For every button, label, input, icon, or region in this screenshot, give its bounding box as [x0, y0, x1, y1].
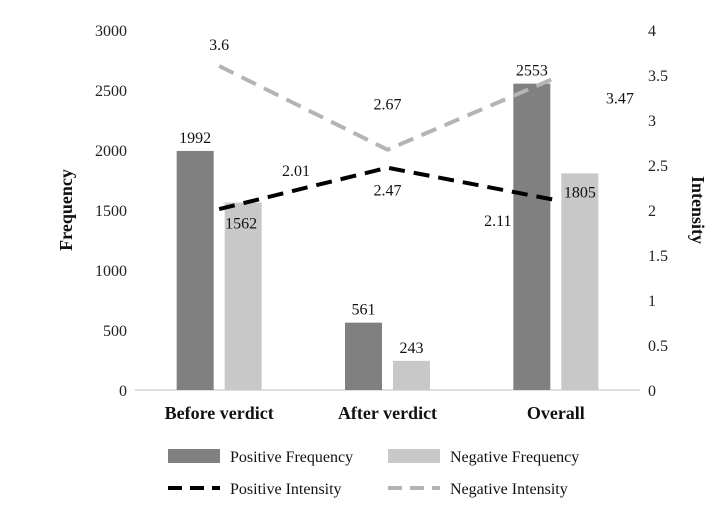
legend-label: Negative Intensity: [450, 481, 568, 498]
right-tick-label: 0: [648, 383, 656, 400]
line-data-label: 3.6: [209, 37, 229, 54]
left-tick-label: 2500: [95, 83, 127, 100]
series-line: [218, 165, 557, 212]
bar: [345, 322, 382, 390]
right-tick-label: 4: [648, 23, 656, 40]
bar-data-label: 1992: [179, 130, 211, 147]
series-line: [218, 64, 557, 152]
legend: Positive Frequency Negative Frequency Posi…: [168, 449, 579, 498]
bar: [224, 202, 262, 390]
legend-label: Positive Intensity: [230, 481, 342, 498]
right-tick-label: 3: [648, 113, 656, 130]
category-label: After verdict: [338, 403, 437, 423]
category-label: Before verdict: [165, 403, 274, 423]
left-tick-label: 500: [103, 323, 127, 340]
line-data-label: 2.01: [282, 163, 310, 180]
right-axis-ticks: 0 0.5 1 1.5 2 2.5 3 3.5 4: [648, 23, 668, 400]
bar: [176, 150, 214, 390]
left-axis-title: Frequency: [56, 169, 76, 251]
right-tick-label: 2.5: [648, 158, 668, 175]
right-tick-label: 2: [648, 203, 656, 220]
category-labels: Before verdict After verdict Overall: [165, 403, 585, 423]
right-tick-label: 3.5: [648, 68, 668, 85]
line-data-label: 3.47: [606, 91, 634, 108]
left-axis-ticks: 0 500 1000 1500 2000 2500 3000: [95, 23, 127, 400]
bar-data-label: 1562: [225, 216, 257, 233]
legend-swatch: [168, 449, 220, 463]
left-tick-label: 1500: [95, 203, 127, 220]
legend-label: Negative Frequency: [450, 449, 579, 466]
bar: [561, 173, 599, 390]
left-tick-label: 0: [119, 383, 127, 400]
line-data-label: 2.47: [374, 183, 402, 200]
left-tick-label: 1000: [95, 263, 127, 280]
bar-data-label: 1805: [564, 184, 596, 201]
legend-swatch: [388, 449, 440, 463]
left-tick-label: 2000: [95, 143, 127, 160]
bars-group: [176, 83, 599, 390]
right-tick-label: 1: [648, 293, 656, 310]
right-tick-label: 0.5: [648, 338, 668, 355]
bar: [393, 360, 430, 390]
bar-data-label: 561: [352, 302, 376, 319]
legend-label: Positive Frequency: [230, 449, 353, 466]
lines-group: [218, 64, 557, 212]
bar-data-label: 243: [400, 340, 424, 357]
bar-data-label: 2553: [516, 63, 548, 80]
category-label: Overall: [527, 403, 585, 423]
bar: [513, 83, 551, 390]
right-tick-label: 1.5: [648, 248, 668, 265]
left-tick-label: 3000: [95, 23, 127, 40]
right-axis-title: Intensity: [688, 176, 708, 244]
data-labels-group: 1992 561 2553 1562 243 1805 2.01 2.47 2.11 3.6 2.6…: [179, 37, 634, 357]
line-data-label: 2.67: [374, 97, 402, 114]
line-data-label: 2.11: [484, 213, 511, 230]
